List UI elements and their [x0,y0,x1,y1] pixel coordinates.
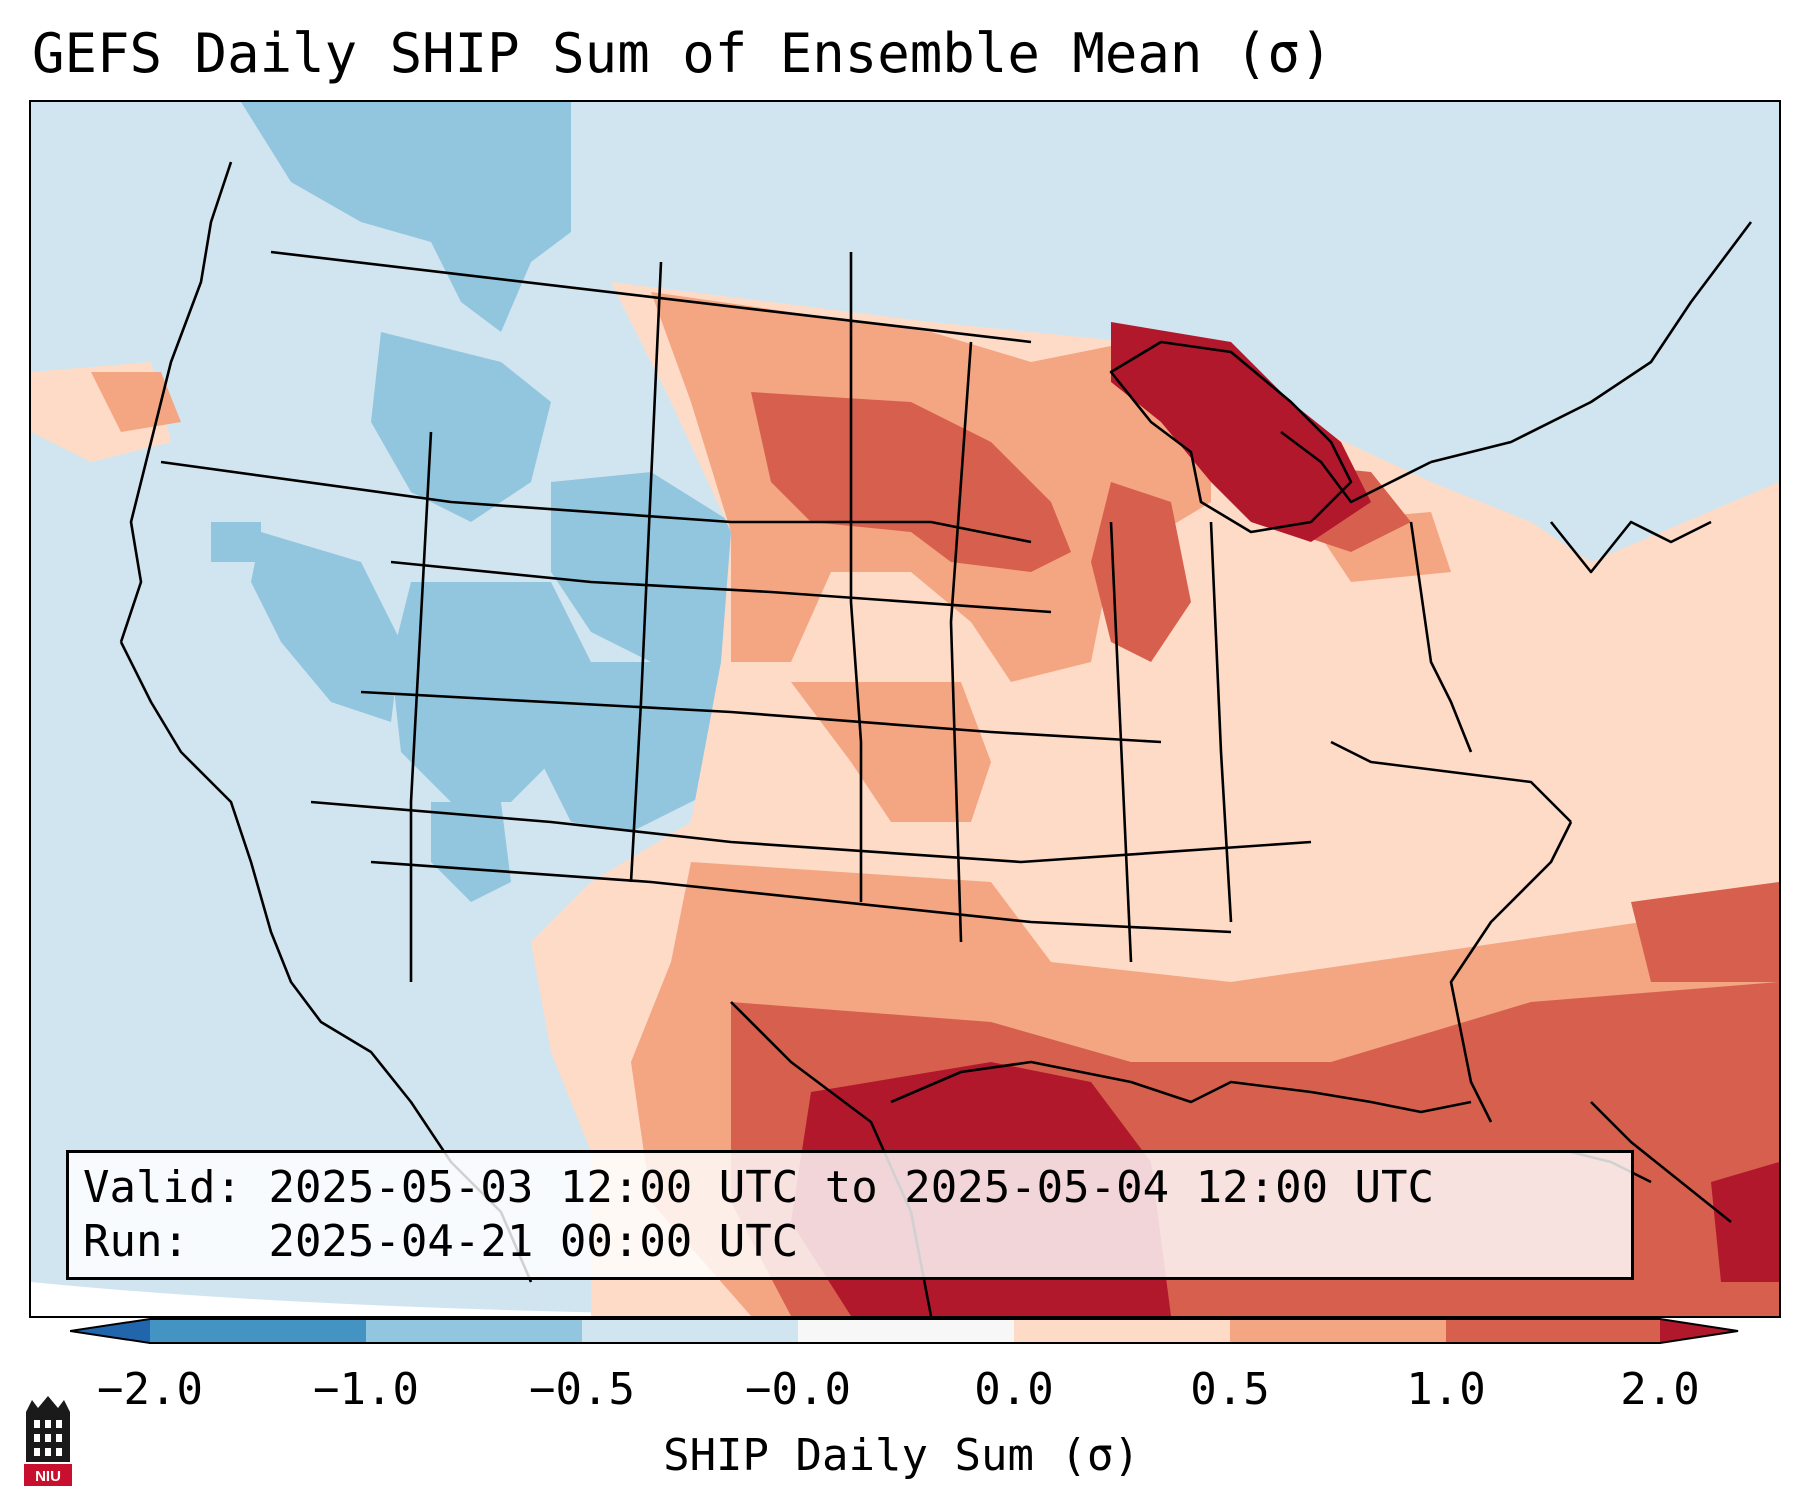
colorbar-tick: −1.0 [313,1364,419,1415]
colorbar-extend-low [70,1319,150,1343]
colorbar-tick: −2.0 [97,1364,203,1415]
colorbar-bin-6 [1230,1319,1446,1343]
colorbar-tick: 0.5 [1190,1364,1270,1415]
valid-value: 2025-05-03 12:00 UTC to 2025-05-04 12:00… [268,1162,1435,1213]
colorbar-bin-1 [150,1319,366,1343]
colorbar-tick: −0.5 [529,1364,635,1415]
run-value: 2025-04-21 00:00 UTC [268,1216,799,1267]
colorbar-bin-2 [366,1319,582,1343]
valid-run-info-box: Valid: 2025-05-03 12:00 UTC to 2025-05-0… [66,1150,1634,1280]
logo-text: NIU [35,1468,61,1485]
colorbar-tick: −0.0 [745,1364,851,1415]
colorbar-bin-3 [582,1319,798,1343]
colorbar [70,1318,1739,1344]
colorbar-tick: 1.0 [1406,1364,1486,1415]
run-label: Run: [83,1216,189,1267]
chart-title: GEFS Daily SHIP Sum of Ensemble Mean (σ) [32,22,1333,85]
map-panel [29,100,1781,1318]
colorbar-bin-4 [798,1319,1014,1343]
niu-logo-icon: NIU [24,1396,72,1486]
colorbar-bin-7 [1446,1319,1660,1343]
colorbar-tick: 0.0 [974,1364,1054,1415]
valid-label: Valid: [83,1162,242,1213]
anomaly-map [31,102,1779,1316]
colorbar-extend-high [1660,1319,1738,1343]
out-of-domain [31,1282,831,1316]
colorbar-tick: 2.0 [1620,1364,1700,1415]
colorbar-bin-5 [1014,1319,1230,1343]
colorbar-label: SHIP Daily Sum (σ) [663,1430,1140,1481]
